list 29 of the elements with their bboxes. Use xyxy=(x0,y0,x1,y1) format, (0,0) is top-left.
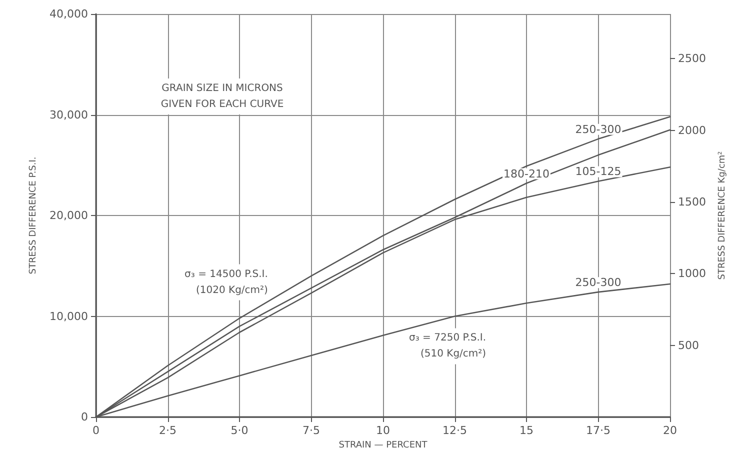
x-tick-label: 0 xyxy=(92,424,100,437)
annotation: GRAIN SIZE IN MICRONS GIVEN FOR EACH CURVE xyxy=(160,82,284,110)
series-label: 105-125 xyxy=(575,165,622,178)
x-tick-label: 15 xyxy=(520,424,534,437)
y-tick-label: 30,000 xyxy=(50,108,88,122)
y2-tick-label: 2000 xyxy=(678,124,706,137)
y-tick-label: 20,000 xyxy=(50,209,88,222)
x-tick-label: 20 xyxy=(663,424,677,437)
y-axis-title: STRESS DIFFERENCE P.S.I. xyxy=(28,156,38,274)
x-tick-label: 5·0 xyxy=(230,424,248,437)
y2-tick-label: 500 xyxy=(678,338,699,352)
annotation: σ₃ = 7250 P.S.I. (510 Kg/cm²) xyxy=(409,332,486,360)
y-tick-label: 0 xyxy=(81,410,88,424)
y-tick-label: 10,000 xyxy=(50,310,88,323)
y2-tick-label: 1000 xyxy=(678,267,706,280)
series-label: 250-300 xyxy=(575,276,622,290)
annotation: σ₃ = 14500 P.S.I. (1020 Kg/cm²) xyxy=(184,268,268,296)
series-label: 180-210 xyxy=(504,167,550,180)
y2-tick-label: 2500 xyxy=(678,52,706,66)
x-tick-label: 17·5 xyxy=(586,424,610,437)
series-label: 250-300 xyxy=(575,122,622,136)
y-tick-label: 40,000 xyxy=(50,8,88,20)
y2-tick-label: 1500 xyxy=(678,196,706,209)
x-tick-label: 10 xyxy=(376,424,390,437)
x-tick-label: 7·5 xyxy=(302,424,320,437)
x-tick-label: 2·5 xyxy=(159,424,176,437)
y2-axis-title: STRESS DIFFERENCE Kg/cm² xyxy=(718,150,728,280)
x-axis-title: STRAIN — PERCENT xyxy=(338,440,428,450)
x-tick-label: 12·5 xyxy=(442,424,467,437)
